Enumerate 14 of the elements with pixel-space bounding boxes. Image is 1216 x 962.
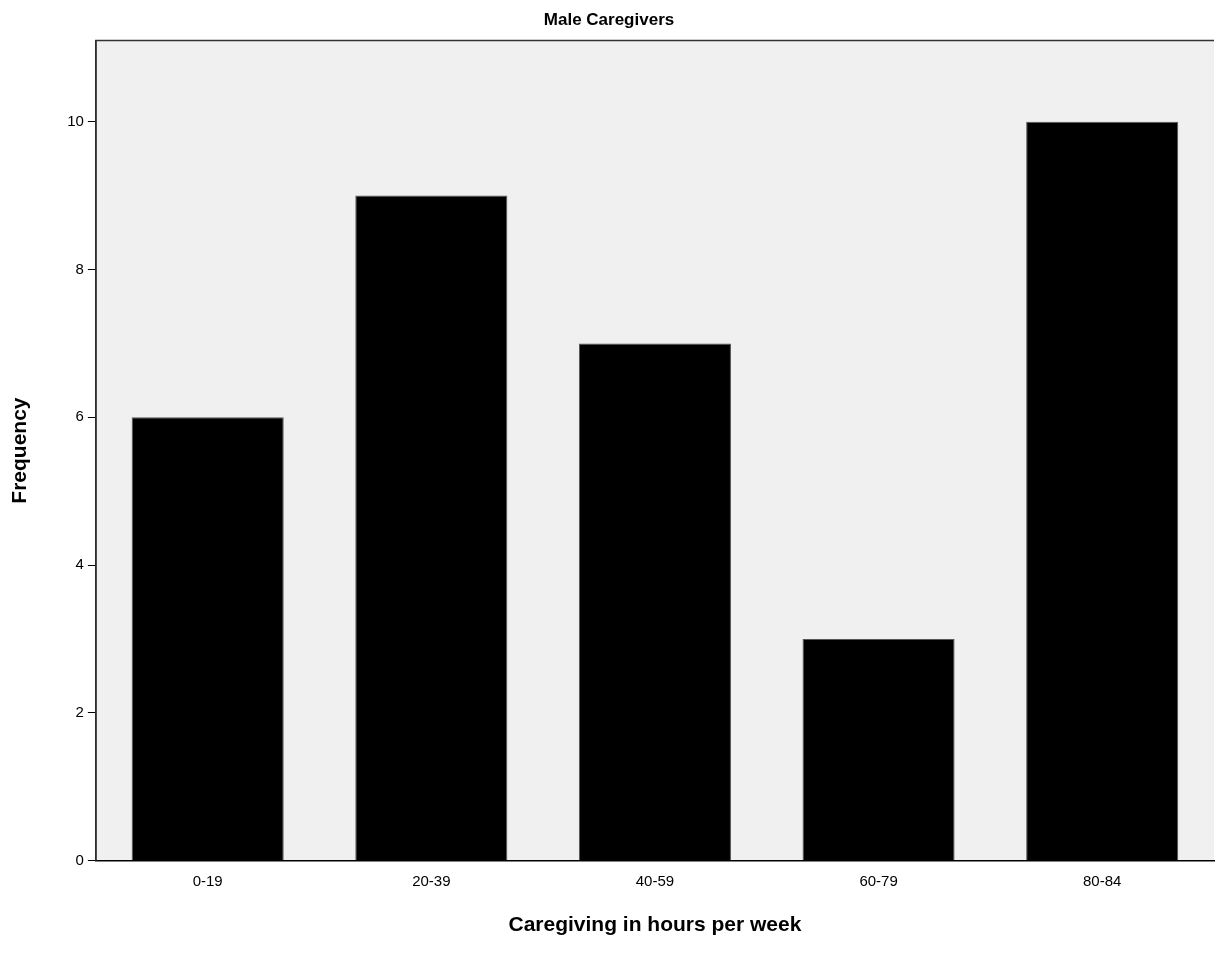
y-tick-label: 2 (75, 703, 84, 721)
y-tick-label: 4 (75, 555, 84, 573)
y-tick-label: 0 (75, 850, 84, 868)
x-tick-label: 20-39 (412, 871, 451, 889)
x-tick-label: 40-59 (635, 871, 675, 889)
x-tick-label: 0-19 (192, 871, 223, 889)
y-axis-title: Frequency (7, 397, 31, 504)
x-tick-label: 80-84 (1083, 871, 1122, 889)
y-tick-label: 8 (75, 259, 84, 277)
y-tick-label: 6 (75, 407, 84, 425)
x-axis-title: Caregiving in hours per week (508, 912, 802, 936)
chart-title: Male Caregivers (543, 9, 675, 29)
y-tick-label: 10 (67, 111, 84, 129)
x-tick-label: 60-79 (859, 871, 898, 889)
